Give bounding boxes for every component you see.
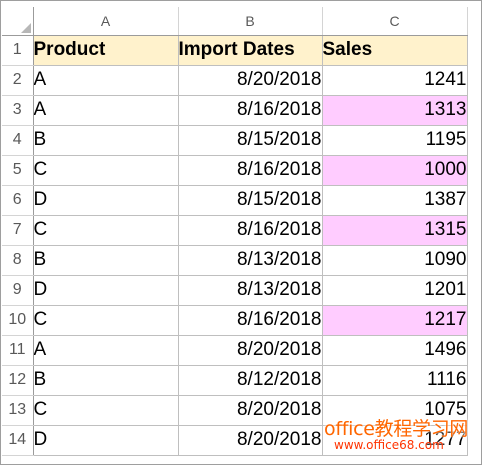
row-header[interactable]: 6 <box>2 185 34 216</box>
table-row: 2 A 8/20/2018 1241 <box>2 64 468 96</box>
row-header[interactable]: 3 <box>2 95 34 126</box>
cell-product[interactable]: C <box>32 154 179 186</box>
row-header[interactable]: 13 <box>2 395 34 426</box>
header-cell-sales[interactable]: Sales <box>321 34 468 66</box>
table-row: 11 A 8/20/2018 1496 <box>2 334 468 366</box>
column-header-b[interactable]: B <box>178 7 323 36</box>
table-row: 9 D 8/13/2018 1201 <box>2 274 468 306</box>
table-row: 8 B 8/13/2018 1090 <box>2 244 468 276</box>
cell-product[interactable]: B <box>32 364 179 396</box>
cell-import-date[interactable]: 8/16/2018 <box>177 304 323 336</box>
table-row: 12 B 8/12/2018 1116 <box>2 364 468 396</box>
cell-import-date[interactable]: 8/13/2018 <box>177 244 323 276</box>
table-row: 7 C 8/16/2018 1315 <box>2 214 468 246</box>
cell-sales[interactable]: 1277 <box>321 424 468 456</box>
table-row: 6 D 8/15/2018 1387 <box>2 184 468 216</box>
cell-import-date[interactable]: 8/15/2018 <box>177 124 323 156</box>
cell-import-date[interactable]: 8/16/2018 <box>177 154 323 186</box>
row-header[interactable]: 12 <box>2 365 34 396</box>
row-header[interactable]: 10 <box>2 305 34 336</box>
cell-product[interactable]: A <box>32 334 179 366</box>
cell-product[interactable]: D <box>32 274 179 306</box>
cell-product[interactable]: D <box>32 424 179 456</box>
row-header[interactable]: 2 <box>2 65 34 96</box>
select-all-corner[interactable] <box>2 7 34 36</box>
cell-sales[interactable]: 1090 <box>321 244 468 276</box>
cell-product[interactable]: B <box>32 244 179 276</box>
cell-product[interactable]: C <box>32 304 179 336</box>
cell-product[interactable]: D <box>32 184 179 216</box>
table-row: 13 C 8/20/2018 1075 <box>2 394 468 426</box>
row-header[interactable]: 4 <box>2 125 34 156</box>
row-header[interactable]: 11 <box>2 335 34 366</box>
select-all-triangle-icon <box>20 22 31 33</box>
cell-product[interactable]: C <box>32 214 179 246</box>
cell-sales[interactable]: 1496 <box>321 334 468 366</box>
cell-product[interactable]: A <box>32 94 179 126</box>
table-row: 3 A 8/16/2018 1313 <box>2 94 468 126</box>
column-header-a[interactable]: A <box>33 7 179 36</box>
cell-import-date[interactable]: 8/15/2018 <box>177 184 323 216</box>
header-cell-product[interactable]: Product <box>32 34 179 66</box>
cell-sales[interactable]: 1315 <box>321 214 468 246</box>
table-row: 14 D 8/20/2018 1277 <box>2 424 468 456</box>
row-header[interactable]: 7 <box>2 215 34 246</box>
table-row: 5 C 8/16/2018 1000 <box>2 154 468 186</box>
row-header[interactable]: 1 <box>2 35 34 66</box>
row-header[interactable]: 8 <box>2 245 34 276</box>
cell-sales[interactable]: 1116 <box>321 364 468 396</box>
cell-import-date[interactable]: 8/20/2018 <box>177 394 323 426</box>
row-header[interactable]: 9 <box>2 275 34 306</box>
column-header-c[interactable]: C <box>322 7 468 36</box>
cell-import-date[interactable]: 8/13/2018 <box>177 274 323 306</box>
cell-sales[interactable]: 1241 <box>321 64 468 96</box>
cell-sales[interactable]: 1075 <box>321 394 468 426</box>
cell-sales[interactable]: 1195 <box>321 124 468 156</box>
cell-sales[interactable]: 1387 <box>321 184 468 216</box>
cell-import-date[interactable]: 8/12/2018 <box>177 364 323 396</box>
header-cell-import-dates[interactable]: Import Dates <box>177 34 323 66</box>
header-row: 1 Product Import Dates Sales <box>2 34 468 66</box>
spreadsheet-grid: A B C 1 Product Import Dates Sales 2 A 8/20/20… <box>2 7 468 456</box>
cell-sales[interactable]: 1000 <box>321 154 468 186</box>
cell-product[interactable]: A <box>32 64 179 96</box>
cell-import-date[interactable]: 8/20/2018 <box>177 334 323 366</box>
cell-product[interactable]: C <box>32 394 179 426</box>
cell-import-date[interactable]: 8/20/2018 <box>177 424 323 456</box>
sheet-body: 1 Product Import Dates Sales 2 A 8/20/2018 1241… <box>2 34 468 456</box>
cell-import-date[interactable]: 8/20/2018 <box>177 64 323 96</box>
row-header[interactable]: 14 <box>2 425 34 456</box>
row-header[interactable]: 5 <box>2 155 34 186</box>
cell-import-date[interactable]: 8/16/2018 <box>177 214 323 246</box>
column-header-row: A B C <box>2 7 468 36</box>
table-row: 10 C 8/16/2018 1217 <box>2 304 468 336</box>
cell-sales[interactable]: 1201 <box>321 274 468 306</box>
cell-sales[interactable]: 1217 <box>321 304 468 336</box>
cell-import-date[interactable]: 8/16/2018 <box>177 94 323 126</box>
table-row: 4 B 8/15/2018 1195 <box>2 124 468 156</box>
cell-sales[interactable]: 1313 <box>321 94 468 126</box>
cell-product[interactable]: B <box>32 124 179 156</box>
